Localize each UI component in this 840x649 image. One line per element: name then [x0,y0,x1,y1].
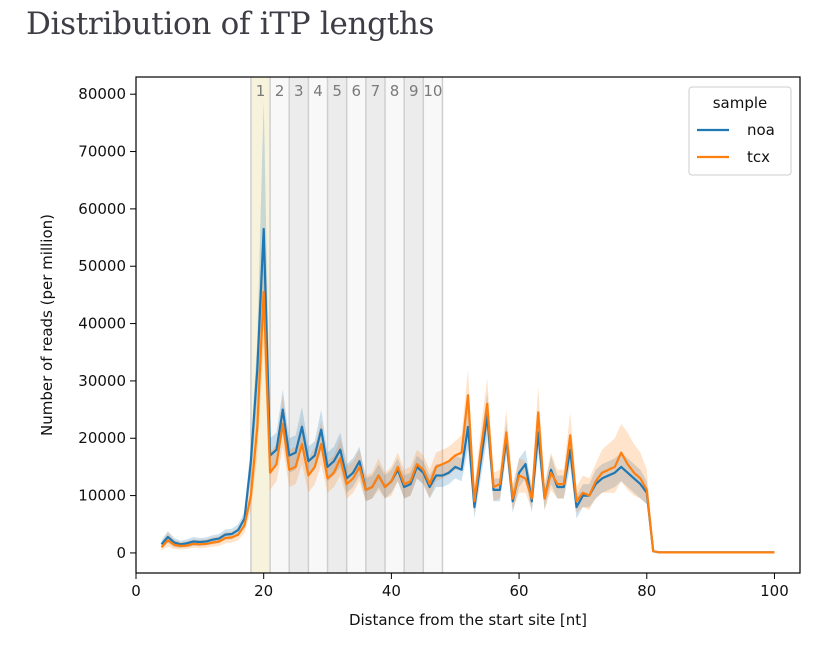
x-tick-label: 20 [254,582,273,600]
region-label: 5 [332,82,342,100]
region-band [365,77,385,573]
region-label: 8 [390,82,400,100]
y-tick-label: 80000 [78,85,126,103]
x-axis-label: Distance from the start site [nt] [349,611,587,629]
region-band [423,77,443,573]
x-tick-label: 100 [760,582,789,600]
region-band [289,77,309,573]
region-label: 3 [294,82,304,100]
region-band [308,77,328,573]
confidence-bands [161,99,775,553]
x-tick-label: 80 [637,582,656,600]
tcx-line [160,290,775,554]
region-band [327,77,347,573]
x-tick-label: 40 [382,582,401,600]
series-lines [160,227,775,554]
y-tick-label: 70000 [78,143,126,161]
y-tick-label: 40000 [78,315,126,333]
x-tick-label: 0 [131,582,141,600]
region-label: 10 [423,82,442,100]
region-label: 6 [351,82,361,100]
region-band [404,77,424,573]
y-tick-label: 10000 [78,487,126,505]
legend: sample noa tcx [688,86,792,176]
region-label: 7 [371,82,381,100]
y-tick-label: 50000 [78,257,126,275]
region-bands: 1 2 3 4 5 6 7 8 9 10 [250,77,444,573]
region-band [270,77,290,573]
plot-frame [135,76,801,574]
legend-title: sample [713,94,768,112]
y-tick-label: 30000 [78,372,126,390]
y-axis-label: Number of reads (per million) [38,214,56,436]
page-title: Distribution of iTP lengths [26,6,435,42]
region-band [385,77,405,573]
y-tick-label: 0 [116,544,126,562]
region-label: 4 [313,82,323,100]
region-label: 9 [409,82,419,100]
region-band [346,77,366,573]
y-tick-label: 60000 [78,200,126,218]
legend-box [688,86,792,176]
legend-label-tcx: tcx [747,148,770,166]
y-tick-label: 20000 [78,429,126,447]
region-label: 2 [275,82,285,100]
axes: 0 20 40 60 80 100 0 10000 20000 30000 40000 50000 60… [38,76,801,629]
legend-label-noa: noa [747,121,775,139]
tcx-band [161,231,775,553]
region-label: 1 [256,82,266,100]
x-tick-label: 60 [510,582,529,600]
